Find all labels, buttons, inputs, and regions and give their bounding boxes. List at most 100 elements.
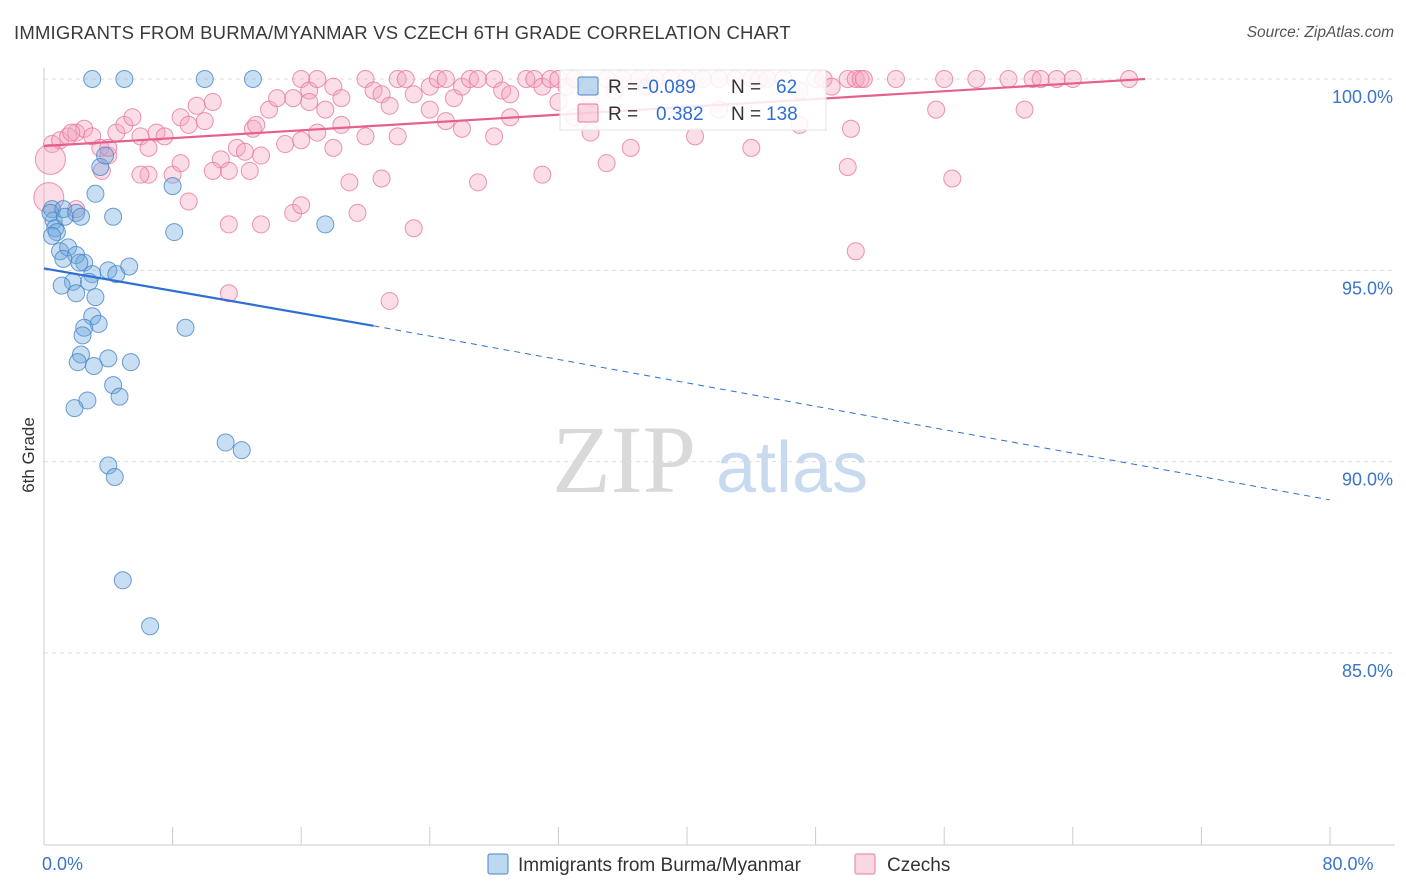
czech-point-61: [841, 119, 860, 138]
burma-point-14: [86, 184, 105, 203]
czech-point-105: [420, 100, 439, 119]
series-legend-label-czechs[interactable]: Czechs: [887, 855, 950, 876]
czech-point-102: [380, 96, 399, 115]
burma-point-55: [141, 617, 160, 636]
czech-point-90: [268, 89, 287, 108]
czech-point-131: [292, 196, 311, 215]
czech-point-103: [388, 127, 407, 146]
stats-legend-r-value-czechs: 0.382: [656, 104, 704, 125]
burma-point-11: [55, 207, 74, 226]
series-legend-label-burma[interactable]: Immigrants from Burma/Myanmar: [518, 855, 802, 876]
czech-point-101: [372, 169, 391, 188]
stats-legend-n-label-burma: N =: [731, 77, 761, 98]
czech-point-4: [332, 89, 351, 108]
czech-point-72: [123, 108, 142, 127]
burma-point-50: [216, 433, 235, 452]
czech-point-52: [886, 70, 905, 88]
czech-point-59: [1063, 70, 1082, 88]
burma-point-38: [75, 318, 94, 337]
burma-point-30: [120, 257, 139, 276]
stats-legend: R = -0.089 N = 62 R = 0.382 N = 138: [559, 69, 827, 131]
watermark-atlas: atlas: [716, 428, 868, 508]
czech-point-17: [469, 70, 488, 88]
czech-point-125: [1015, 100, 1034, 119]
burma-point-39: [73, 326, 92, 345]
czech-point-81: [195, 112, 214, 131]
czech-point-95: [308, 123, 327, 142]
burma-point-2: [195, 70, 214, 88]
czech-point-54: [967, 70, 986, 88]
czech-point-100: [356, 127, 375, 146]
watermark-zip: ZIP: [552, 406, 696, 513]
burma-point-1: [115, 70, 134, 88]
burma-point-46: [104, 376, 123, 395]
x-tick-label-0: 0.0%: [42, 854, 83, 874]
burma-point-47: [110, 387, 129, 406]
czech-point-2: [308, 70, 327, 88]
czech-point-92: [284, 89, 303, 108]
czech-point-79: [179, 115, 198, 134]
burma-trendline-solid: [43, 267, 374, 327]
czech-point-51: [854, 70, 873, 88]
czech-point-88: [252, 146, 271, 165]
czech-point-129: [252, 215, 271, 234]
burma-point-51: [232, 441, 251, 460]
czech-point-108: [469, 173, 488, 192]
stats-legend-swatch-burma: [577, 76, 599, 96]
burma-point-43: [68, 353, 87, 372]
czech-point-111: [533, 165, 552, 184]
burma-point-3: [243, 70, 262, 88]
y-tick-label-1: 95.0%: [1342, 278, 1393, 298]
czech-point-57: [1031, 70, 1050, 88]
burma-point-53: [105, 467, 124, 486]
series-legend: Immigrants from Burma/Myanmar Czechs: [487, 853, 950, 876]
czech-point-138: [34, 143, 66, 175]
stats-legend-box: [559, 69, 827, 131]
czech-point-144: [179, 192, 198, 211]
axes: [43, 68, 1395, 846]
x-tick-label-1: 80.0%: [1322, 854, 1373, 874]
chart-title: IMMIGRANTS FROM BURMA/MYANMAR VS CZECH 6…: [14, 22, 791, 43]
y-tick-labels: 100.0% 95.0% 90.0% 85.0%: [1332, 87, 1393, 681]
series-legend-swatch-burma[interactable]: [487, 853, 509, 875]
czech-point-96: [316, 100, 335, 119]
czech-point-91: [276, 135, 295, 154]
czech-point-107: [452, 119, 471, 138]
czech-point-137: [62, 123, 81, 142]
source-attribution: Source: ZipAtlas.com: [1246, 24, 1394, 41]
burma-point-16: [104, 207, 123, 226]
czech-point-104: [404, 219, 423, 238]
czech-point-121: [838, 158, 857, 177]
burma-point-54: [113, 571, 132, 590]
czech-point-84: [219, 161, 238, 180]
burma-point-45: [121, 353, 140, 372]
series-legend-swatch-czechs[interactable]: [854, 853, 876, 875]
czech-point-80: [187, 96, 206, 115]
burma-point-17: [96, 146, 115, 165]
czech-point-98: [332, 115, 351, 134]
x-tick-labels: 0.0% 80.0%: [42, 854, 1374, 874]
czech-point-82: [203, 92, 222, 111]
stats-legend-n-value-czechs: 138: [766, 104, 798, 125]
czech-point-124: [943, 169, 962, 188]
stats-legend-r-label-burma: R =: [608, 77, 638, 98]
burma-point-41: [99, 349, 118, 368]
burma-point-34: [67, 284, 86, 303]
burma-point-0: [83, 70, 102, 88]
stats-legend-swatch-czechs: [577, 103, 599, 123]
burma-point-15: [91, 158, 110, 177]
czech-point-99: [340, 173, 359, 192]
czech-point-134: [380, 291, 399, 310]
czech-point-142: [247, 115, 266, 134]
stats-legend-r-value-burma: -0.089: [642, 77, 696, 98]
burma-point-35: [86, 288, 105, 307]
czech-point-109: [485, 127, 504, 146]
burma-point-26: [70, 253, 89, 272]
czech-point-119: [742, 138, 761, 157]
czech-point-76: [155, 127, 174, 146]
czech-point-128: [219, 215, 238, 234]
y-tick-label-2: 90.0%: [1342, 470, 1393, 490]
burma-trendline-dashed: [373, 325, 1331, 501]
czech-point-116: [621, 138, 640, 157]
